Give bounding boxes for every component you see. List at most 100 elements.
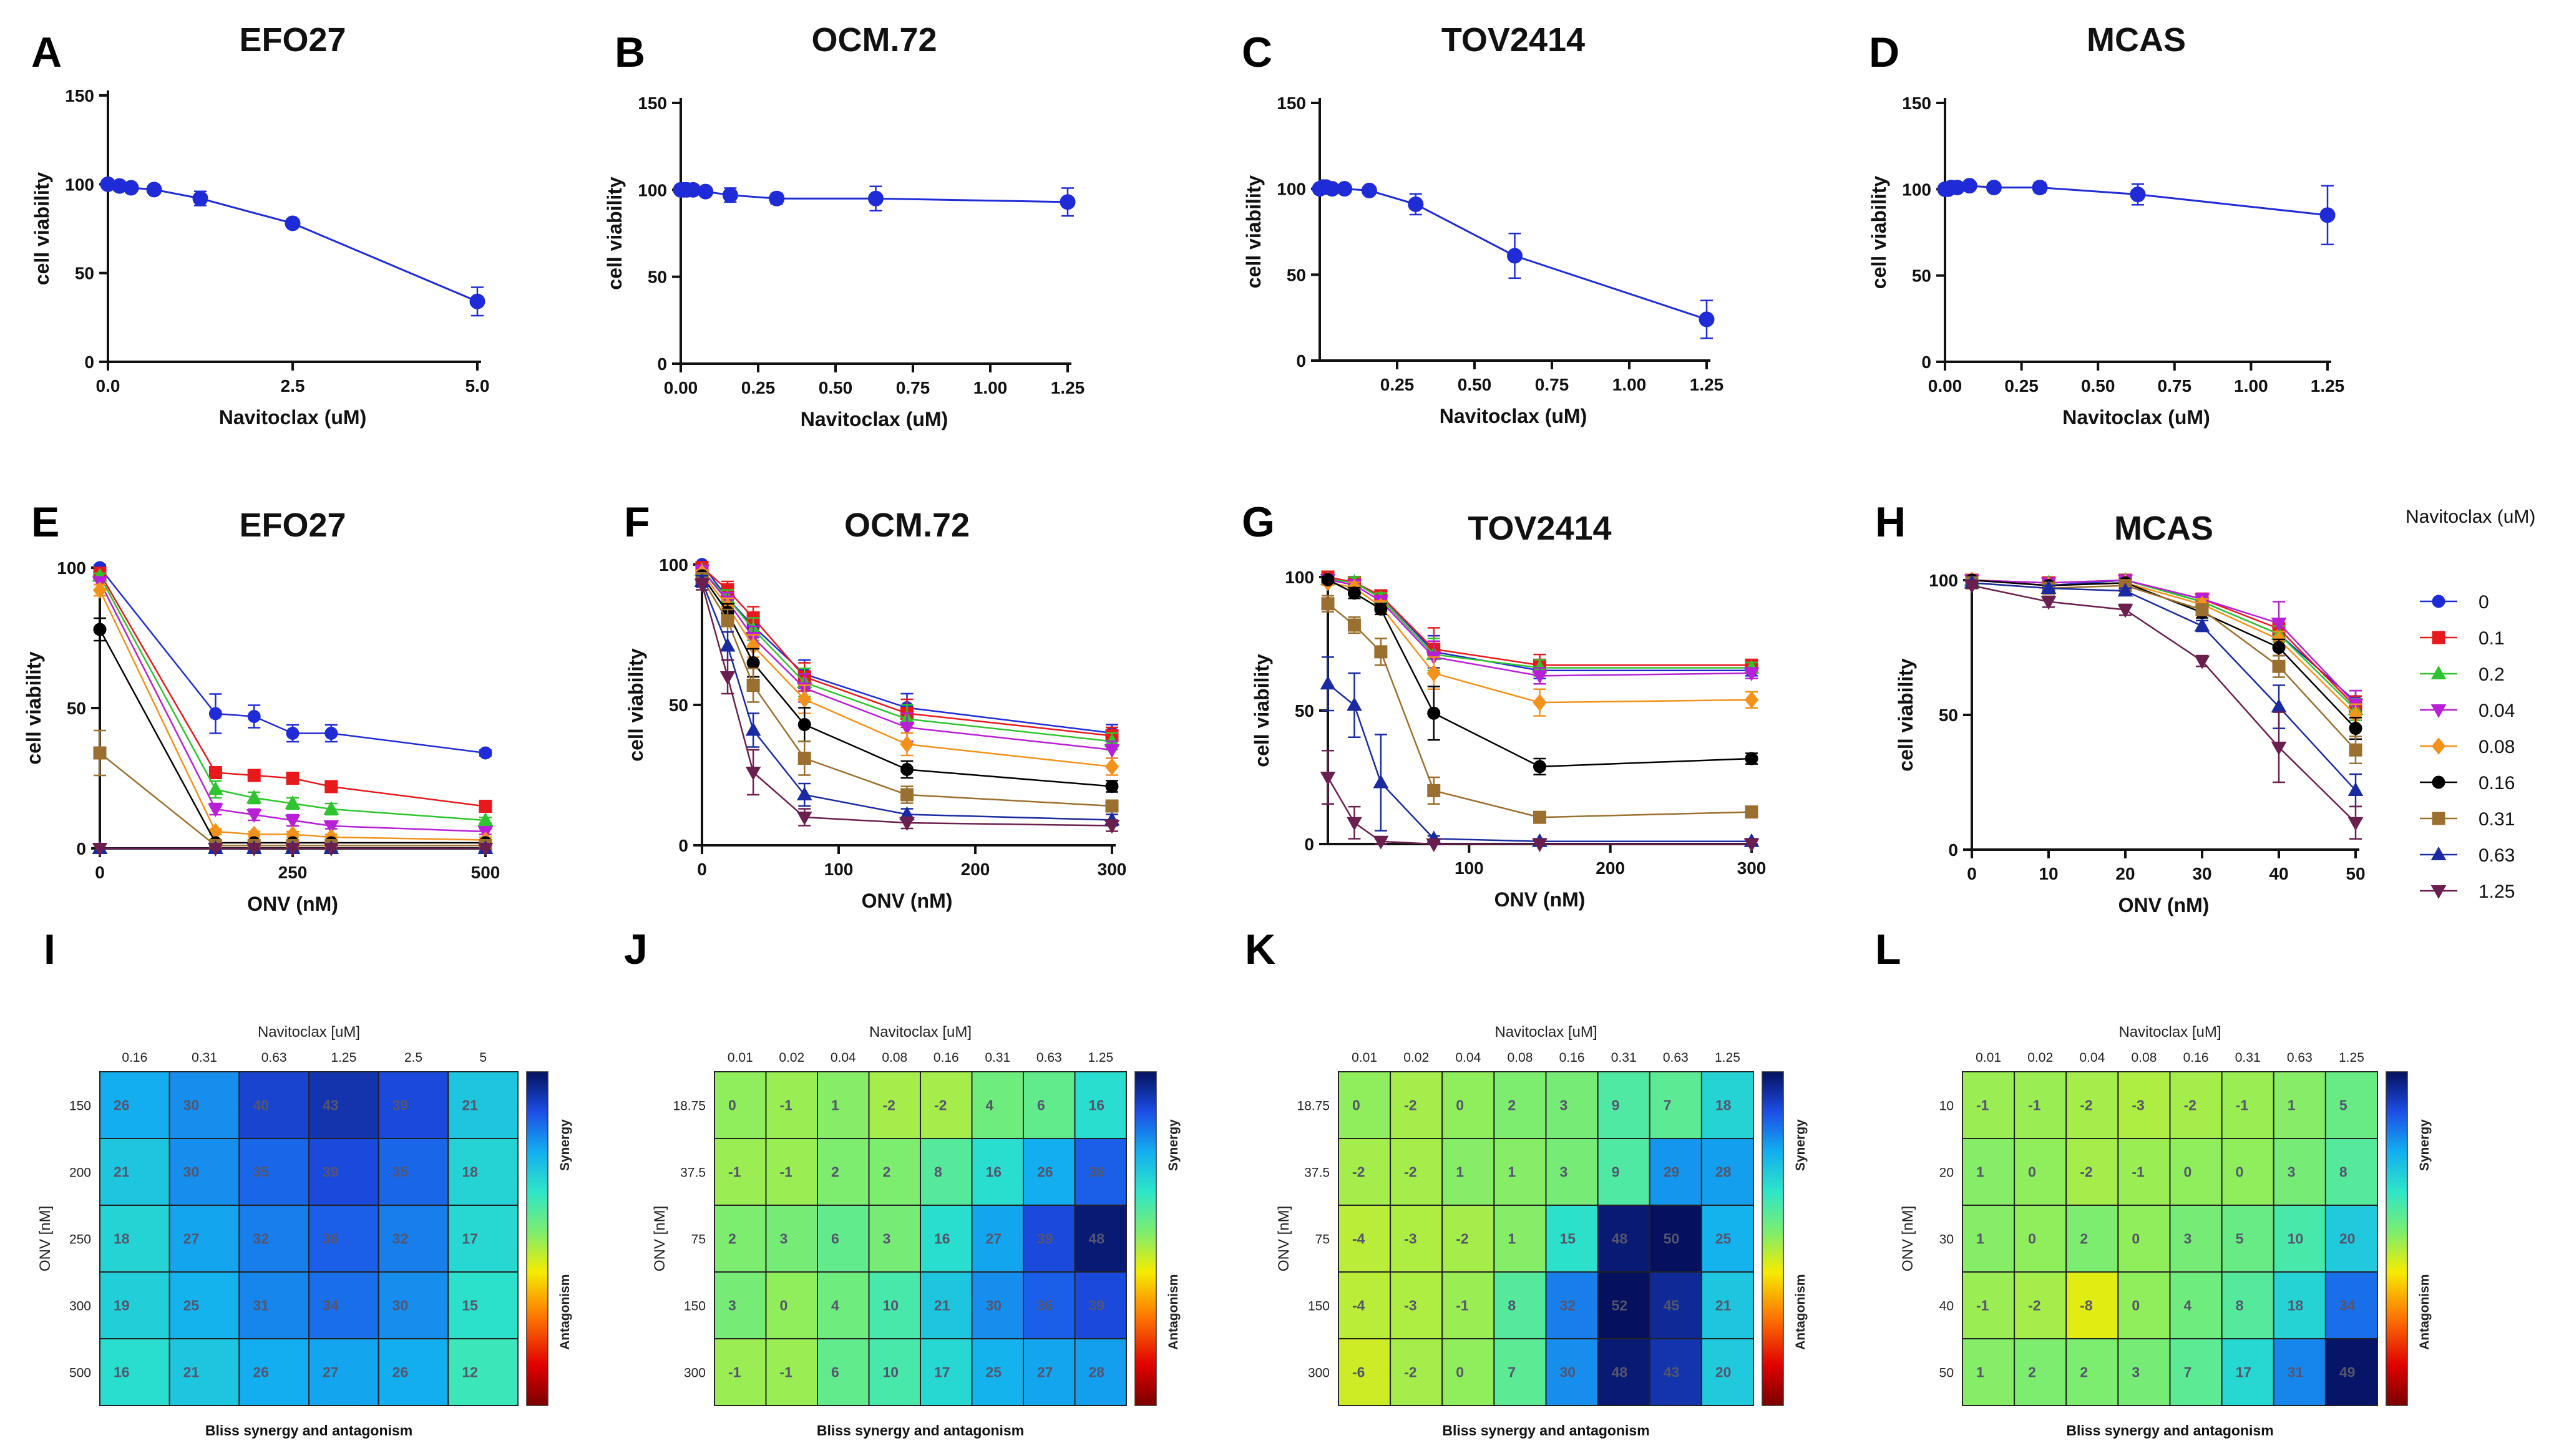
x-tick-label: 0.75 <box>896 378 930 397</box>
data-point <box>1104 744 1120 759</box>
heatmap-cell-value: 1 <box>1976 1231 1984 1247</box>
series-0_16 <box>695 569 1119 793</box>
heatmap-cell-value: -1 <box>2028 1097 2041 1114</box>
heatmap-cell <box>447 1338 519 1406</box>
series-0_31 <box>695 572 1119 813</box>
y-tick-label: 150 <box>1277 94 1306 113</box>
heatmap-cell <box>1649 1138 1702 1206</box>
heatmap-col-label: 1.25 <box>1715 1051 1740 1065</box>
heatmap-cell-value: 48 <box>1612 1364 1628 1381</box>
heatmap-cell-value: 34 <box>323 1298 339 1314</box>
heatmap-cell-value: 43 <box>323 1097 339 1114</box>
heatmap-cell <box>308 1138 379 1206</box>
heatmap-row-label: 75 <box>691 1233 706 1247</box>
data-point <box>1426 664 1441 682</box>
data-point <box>477 812 494 826</box>
colorbar-synergy-label: Synergy <box>558 1119 572 1171</box>
heatmap-cell-value: 2 <box>883 1164 891 1180</box>
heatmap-cell-value: 3 <box>728 1298 736 1314</box>
data-point <box>1373 774 1389 789</box>
panel-A-chart: A EFO27 0 50 100 150 0.0 2.5 5.0 Navitoclax (uM) c… <box>31 21 489 429</box>
heatmap-cell-value: -2 <box>2080 1097 2092 1114</box>
data-point <box>1408 196 1424 212</box>
legend-item-label: 0.63 <box>2479 845 2515 866</box>
data-point <box>1532 838 1548 853</box>
data-point <box>479 800 492 813</box>
heatmap-cell-value: 48 <box>1612 1231 1628 1247</box>
heatmap-cell <box>378 1138 449 1206</box>
panel-label: K <box>1245 926 1275 973</box>
heatmap-cell-value: 2 <box>2080 1231 2088 1247</box>
data-point <box>323 843 339 857</box>
heatmap-cell-value: -2 <box>1456 1231 1468 1247</box>
heatmap-cell-value: 6 <box>831 1231 839 1247</box>
data-point <box>469 293 485 309</box>
data-point <box>745 722 761 736</box>
heatmap-row-label: 30 <box>1939 1233 1954 1247</box>
heatmap-cell-value: 29 <box>1664 1164 1680 1180</box>
x-tick-label: 1.25 <box>1051 378 1085 397</box>
heatmap-cell <box>1390 1271 1443 1339</box>
heatmap-cell-value: 4 <box>986 1097 994 1114</box>
data-point <box>899 817 915 832</box>
heatmap-cell-value: 16 <box>934 1231 950 1247</box>
series-0 <box>673 182 1076 217</box>
heatmap-cell <box>971 1071 1024 1139</box>
heatmap-cell <box>971 1205 1024 1273</box>
heatmap-cell-value: 15 <box>462 1298 478 1314</box>
heatmap-cell-value: -1 <box>728 1364 741 1381</box>
heatmap-cell <box>1390 1205 1443 1273</box>
heatmap-cell-value: 10 <box>2288 1231 2304 1247</box>
panel-B-chart: B OCM.72 0 50 100 150 0.00 0.25 0.50 0.75 1.00 1.25… <box>603 21 1085 430</box>
x-axis-label: Navitoclax (uM) <box>801 408 948 430</box>
data-point <box>1104 758 1119 775</box>
x-tick-label: 0 <box>697 860 707 879</box>
y-axis-label: cell viability <box>31 172 53 286</box>
heatmap-cell-value: 7 <box>2184 1364 2192 1381</box>
legend-marker <box>2431 737 2446 755</box>
legend-marker <box>2432 775 2445 789</box>
heatmap-cell-value: -4 <box>1352 1231 1365 1247</box>
y-tick-label: 0 <box>678 836 688 855</box>
series-1_25 <box>92 843 494 857</box>
data-point <box>2040 580 2057 594</box>
heatmap-row-label: 37.5 <box>1304 1166 1330 1180</box>
x-tick-label: 5.0 <box>466 376 490 396</box>
x-tick-label: 0.0 <box>96 376 120 396</box>
panel-label: C <box>1242 29 1272 76</box>
heatmap-cell <box>308 1338 379 1406</box>
heatmap-footer: Bliss synergy and antagonism <box>205 1422 412 1439</box>
x-tick-label: 1.00 <box>2234 376 2268 396</box>
heatmap-cell <box>99 1071 170 1139</box>
y-tick-label: 50 <box>648 268 667 287</box>
heatmap-cell-value: -1 <box>780 1164 793 1180</box>
heatmap-col-label: 0.31 <box>1611 1051 1637 1065</box>
y-tick-label: 0 <box>84 352 94 372</box>
legend-item-label: 0.2 <box>2479 664 2505 685</box>
heatmap-cell <box>168 1205 240 1273</box>
heatmap-cell-value: 48 <box>1089 1231 1105 1247</box>
heatmap-cell <box>2324 1138 2378 1206</box>
x-tick-label: 0.75 <box>2158 376 2192 396</box>
heatmap-cell-value: 19 <box>114 1298 130 1314</box>
chart-title: OCM.72 <box>844 507 970 544</box>
heatmap-footer: Bliss synergy and antagonism <box>817 1422 1024 1439</box>
y-tick-label: 100 <box>57 558 86 578</box>
heatmap-cell <box>714 1205 767 1273</box>
y-tick-label: 50 <box>67 699 86 718</box>
heatmap-cell-value: 26 <box>392 1364 409 1381</box>
data-point <box>92 581 107 599</box>
heatmap-cell <box>2221 1138 2274 1206</box>
data-point <box>694 578 710 593</box>
series-0 <box>1937 178 2336 246</box>
heatmap-cell-value: 10 <box>883 1298 899 1314</box>
legend-marker <box>2430 704 2447 719</box>
heatmap-cell-value: 16 <box>986 1164 1002 1180</box>
data-point <box>285 215 301 231</box>
heatmap-cell <box>2221 1338 2274 1406</box>
panel-G-chart: G TOV2414 0 50 100 100 200 300 ONV (nM) cell viab… <box>1242 498 1766 911</box>
series-line <box>99 752 485 847</box>
heatmap-cell <box>714 1338 767 1406</box>
data-point <box>246 809 262 823</box>
